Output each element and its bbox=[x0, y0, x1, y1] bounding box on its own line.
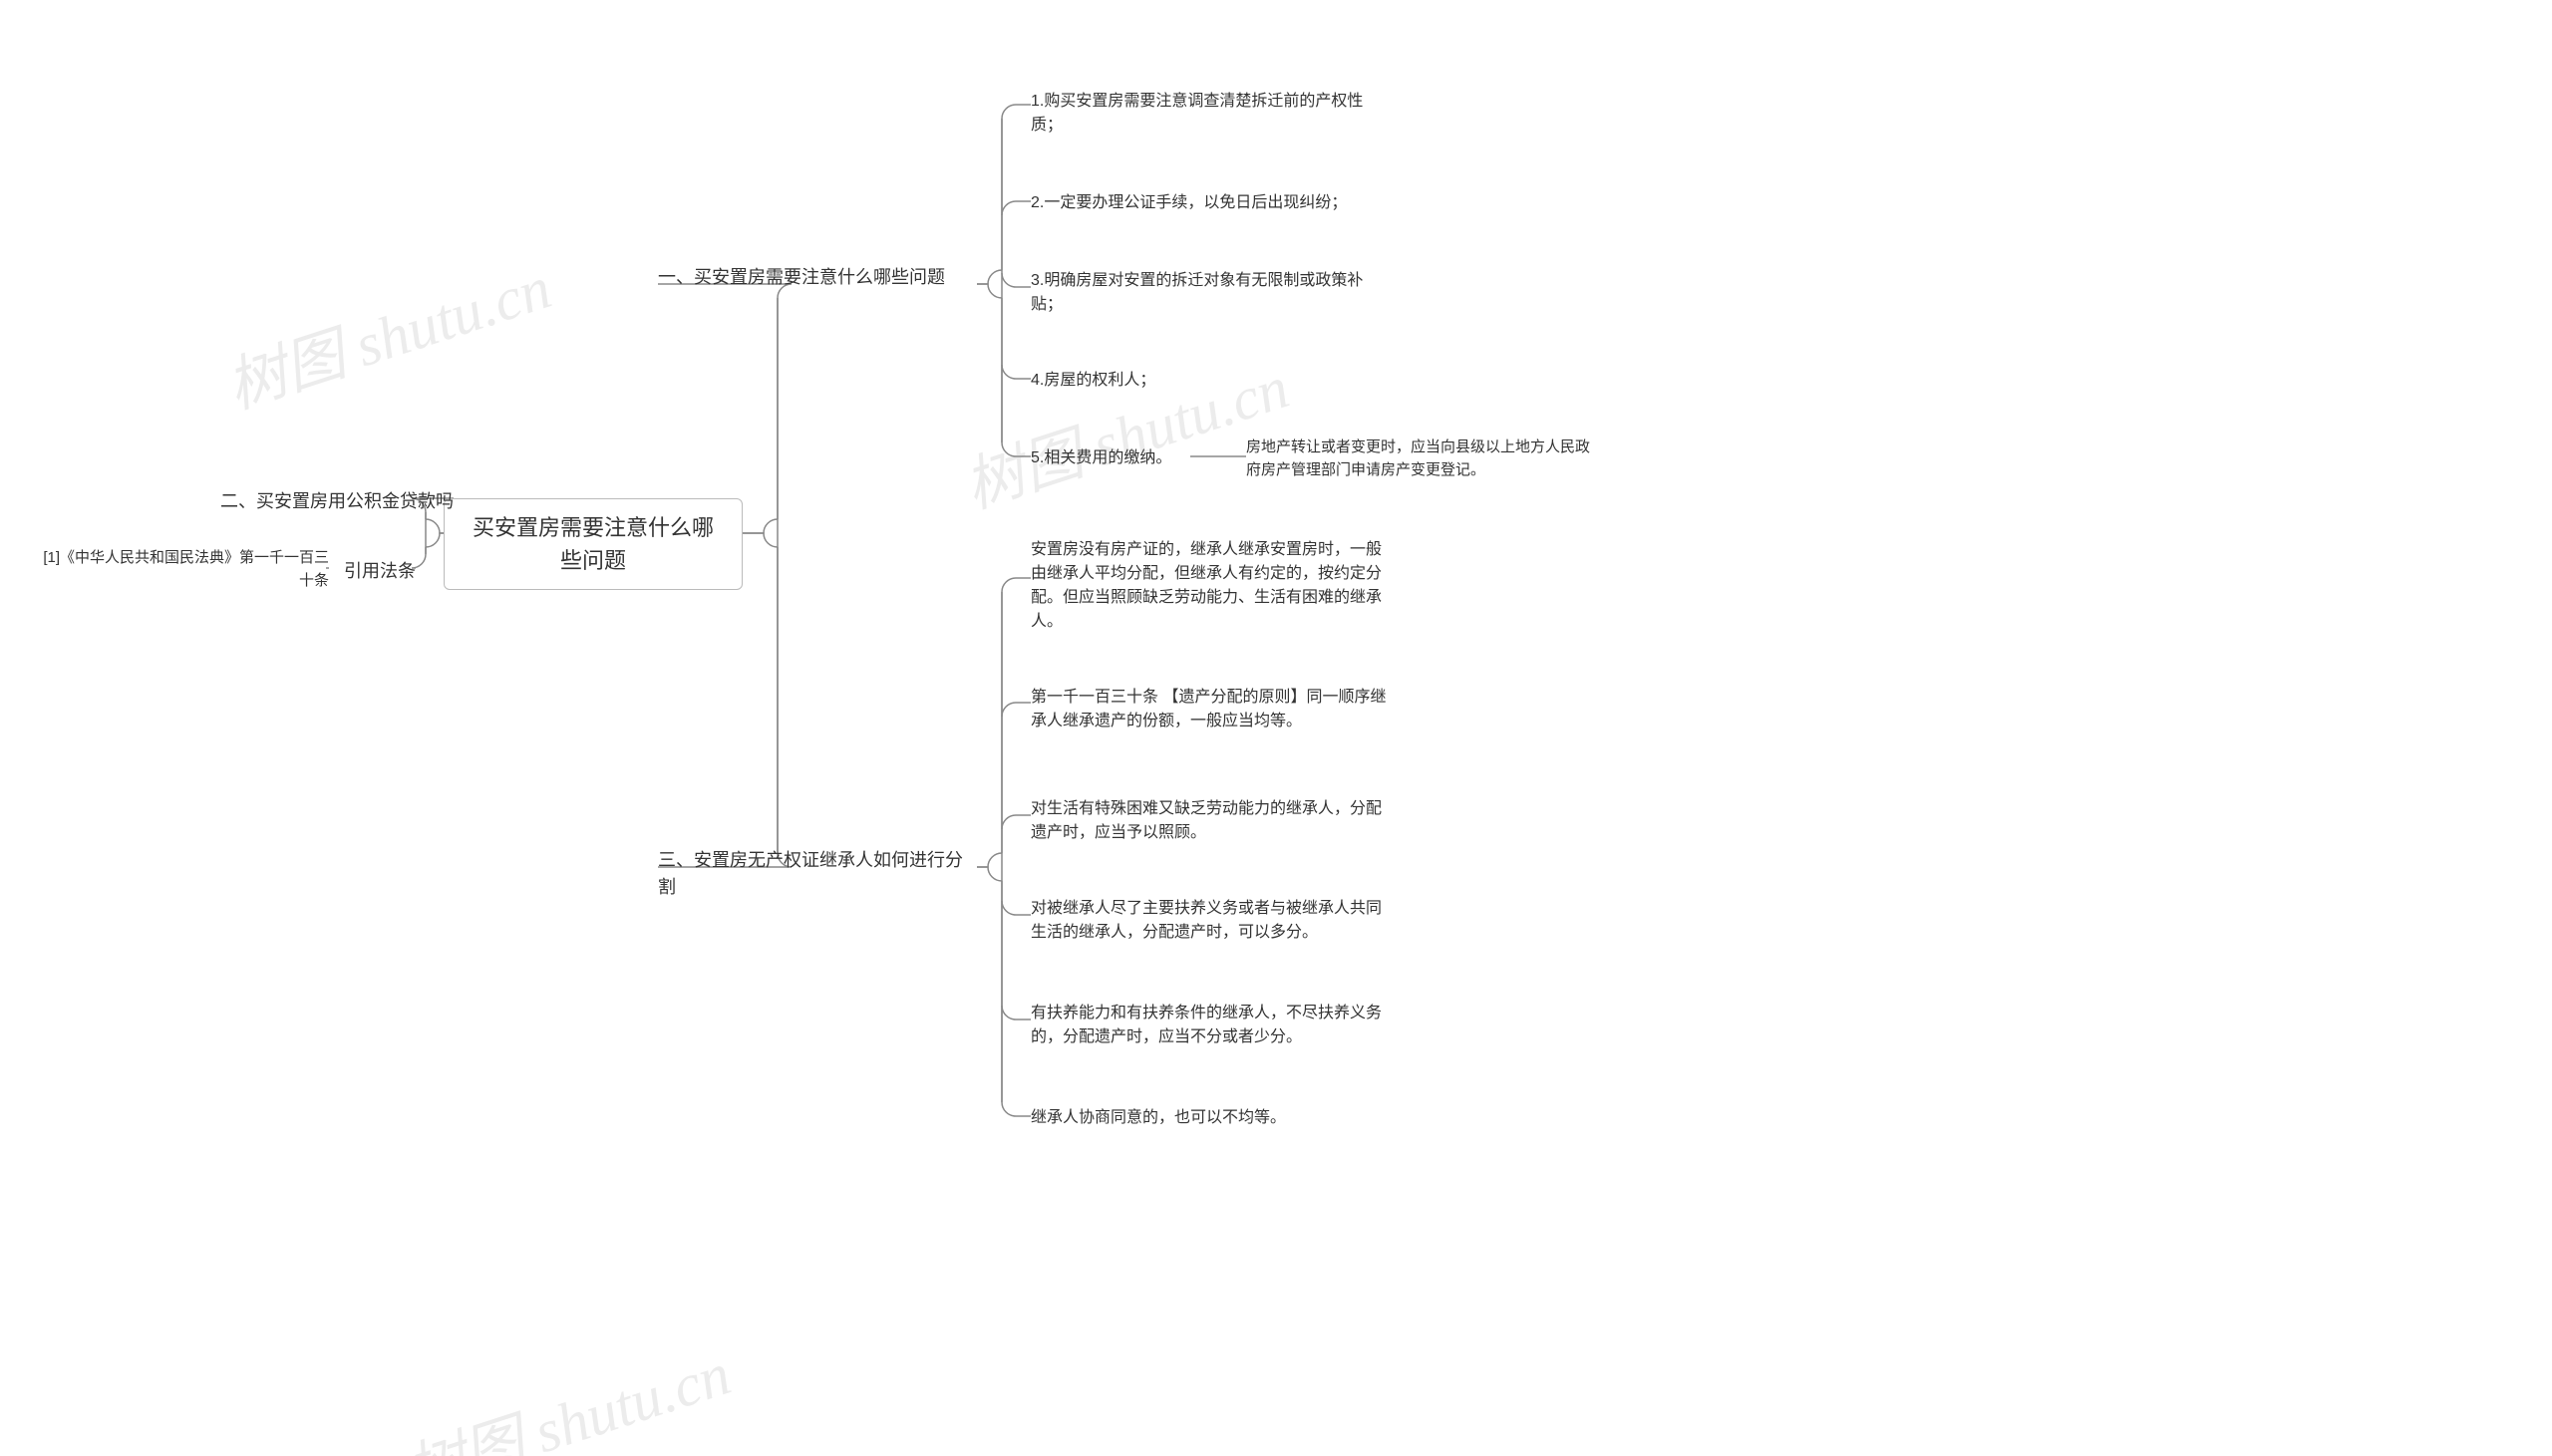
leaf-r2a: 安置房没有房产证的，继承人继承安置房时，一般由继承人平均分配，但继承人有约定的，… bbox=[1031, 538, 1390, 634]
leaf-r2d: 对被继承人尽了主要扶养义务或者与被继承人共同生活的继承人，分配遗产时，可以多分。 bbox=[1031, 897, 1390, 945]
leaf-r1c: 3.明确房屋对安置的拆迁对象有无限制或政策补贴； bbox=[1031, 269, 1380, 317]
watermark: 树图 shutu.cn bbox=[214, 239, 560, 426]
watermark: 树图 shutu.cn bbox=[952, 339, 1298, 525]
branch-l2: 引用法条 bbox=[326, 558, 416, 585]
leaf-r2b: 第一千一百三十条 【遗产分配的原则】同一顺序继承人继承遗产的份额，一般应当均等。 bbox=[1031, 686, 1390, 733]
watermark: 树图 shutu.cn bbox=[394, 1325, 740, 1456]
branch-r2: 三、安置房无产权证继承人如何进行分割 bbox=[658, 847, 977, 901]
leaf-r2d-label: 对被继承人尽了主要扶养义务或者与被继承人共同生活的继承人，分配遗产时，可以多分。 bbox=[1031, 900, 1382, 941]
branch-r1: 一、买安置房需要注意什么哪些问题 bbox=[658, 264, 977, 291]
leaf-r1d: 4.房屋的权利人； bbox=[1031, 369, 1380, 393]
leaf-r1e1-label: 房地产转让或者变更时，应当向县级以上地方人民政府房产管理部门申请房产变更登记。 bbox=[1246, 438, 1590, 478]
leaf-r1e: 5.相关费用的缴纳。 bbox=[1031, 446, 1190, 470]
root-label: 买安置房需要注意什么哪些问题 bbox=[473, 515, 714, 573]
leaf-r2c: 对生活有特殊困难又缺乏劳动能力的继承人，分配遗产时，应当予以照顾。 bbox=[1031, 797, 1390, 845]
branch-r2-label: 三、安置房无产权证继承人如何进行分割 bbox=[658, 850, 963, 897]
leaf-r1a-label: 1.购买安置房需要注意调查清楚拆迁前的产权性质； bbox=[1031, 93, 1363, 134]
leaf-r2e: 有扶养能力和有扶养条件的继承人，不尽扶养义务的，分配遗产时，应当不分或者少分。 bbox=[1031, 1002, 1390, 1049]
leaf-r1b: 2.一定要办理公证手续，以免日后出现纠纷； bbox=[1031, 191, 1380, 215]
leaf-r2f: 继承人协商同意的，也可以不均等。 bbox=[1031, 1106, 1390, 1130]
leaf-l2a-label: [1]《中华人民共和国民法典》第一千一百三十条 bbox=[43, 549, 329, 589]
leaf-r1e-label: 5.相关费用的缴纳。 bbox=[1031, 449, 1171, 466]
leaf-r2e-label: 有扶养能力和有扶养条件的继承人，不尽扶养义务的，分配遗产时，应当不分或者少分。 bbox=[1031, 1005, 1382, 1045]
branch-r1-label: 一、买安置房需要注意什么哪些问题 bbox=[658, 267, 945, 287]
root-node: 买安置房需要注意什么哪些问题 bbox=[444, 498, 743, 590]
leaf-r1d-label: 4.房屋的权利人； bbox=[1031, 372, 1155, 389]
branch-l1: 二、买安置房用公积金贷款吗 bbox=[194, 488, 454, 515]
leaf-l2a: [1]《中华人民共和国民法典》第一千一百三十条 bbox=[30, 547, 329, 592]
leaf-r1e1: 房地产转让或者变更时，应当向县级以上地方人民政府房产管理部门申请房产变更登记。 bbox=[1246, 437, 1595, 481]
branch-l1-label: 二、买安置房用公积金贷款吗 bbox=[220, 491, 454, 511]
leaf-r2c-label: 对生活有特殊困难又缺乏劳动能力的继承人，分配遗产时，应当予以照顾。 bbox=[1031, 800, 1382, 841]
leaf-r1a: 1.购买安置房需要注意调查清楚拆迁前的产权性质； bbox=[1031, 90, 1380, 138]
branch-l2-label: 引用法条 bbox=[344, 561, 416, 581]
leaf-r1b-label: 2.一定要办理公证手续，以免日后出现纠纷； bbox=[1031, 194, 1347, 211]
leaf-r1c-label: 3.明确房屋对安置的拆迁对象有无限制或政策补贴； bbox=[1031, 272, 1363, 313]
leaf-r2b-label: 第一千一百三十条 【遗产分配的原则】同一顺序继承人继承遗产的份额，一般应当均等。 bbox=[1031, 689, 1386, 729]
leaf-r2a-label: 安置房没有房产证的，继承人继承安置房时，一般由继承人平均分配，但继承人有约定的，… bbox=[1031, 541, 1382, 630]
leaf-r2f-label: 继承人协商同意的，也可以不均等。 bbox=[1031, 1109, 1286, 1126]
watermark: u.cn bbox=[1278, 1441, 1396, 1456]
